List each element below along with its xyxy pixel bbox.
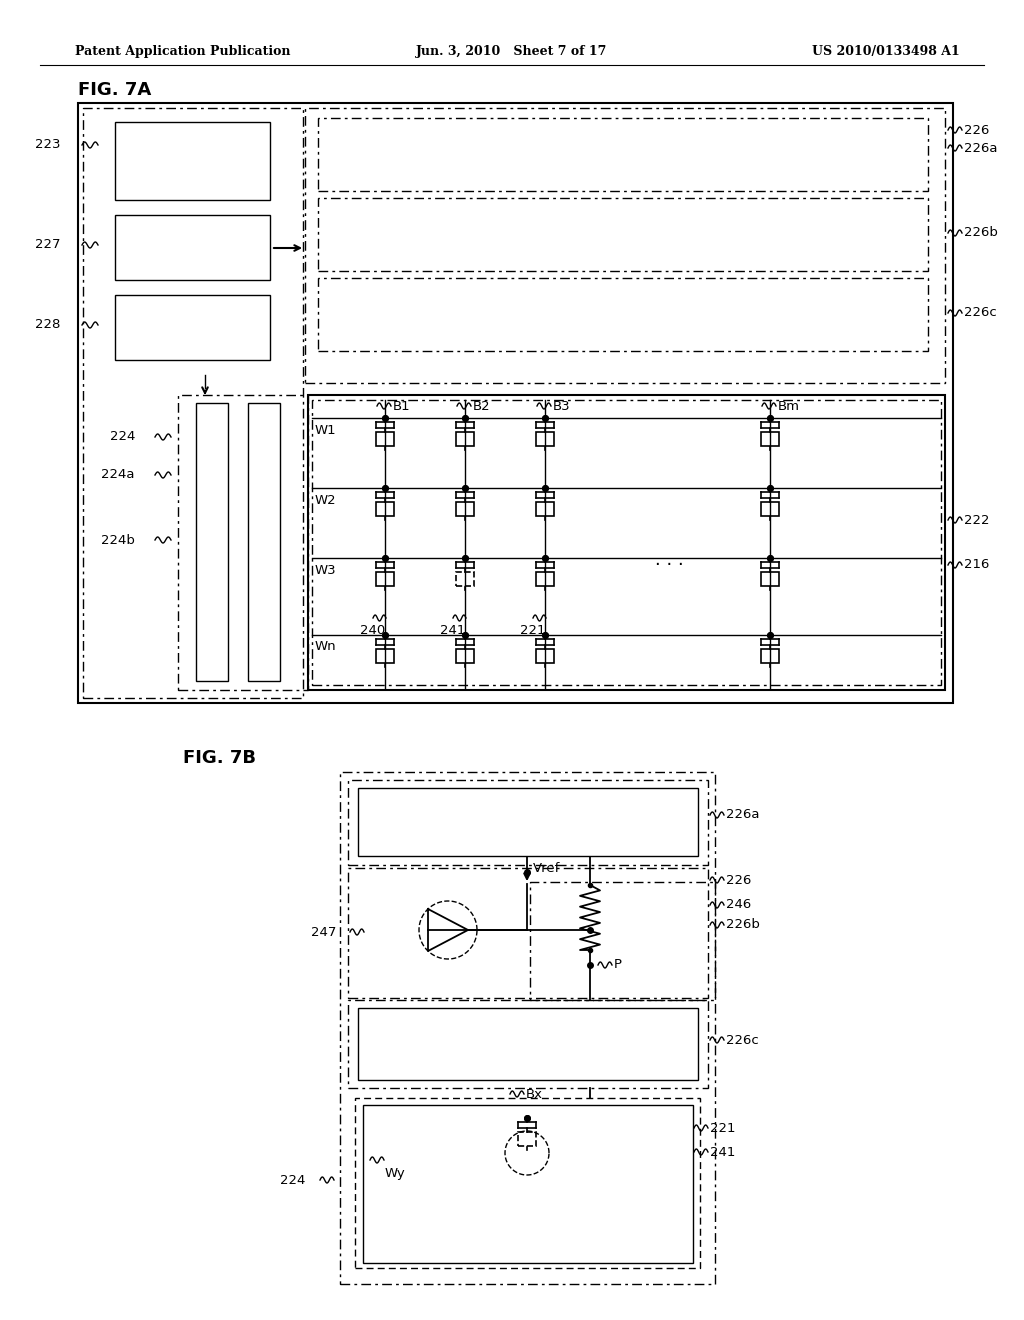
- Bar: [358, 1008, 698, 1080]
- Bar: [376, 649, 394, 663]
- Text: 224b: 224b: [101, 533, 135, 546]
- Text: 226: 226: [964, 124, 989, 136]
- Bar: [318, 279, 928, 351]
- Text: FIG. 7B: FIG. 7B: [183, 748, 256, 767]
- Text: Wn: Wn: [315, 640, 337, 653]
- Bar: [456, 572, 474, 586]
- Bar: [376, 572, 394, 586]
- Text: 240: 240: [360, 623, 385, 636]
- Bar: [318, 117, 928, 191]
- Bar: [248, 403, 280, 681]
- Text: Wy: Wy: [385, 1167, 406, 1180]
- Text: 226c: 226c: [726, 1034, 759, 1047]
- Bar: [761, 432, 779, 446]
- Text: 226a: 226a: [726, 808, 760, 821]
- Text: 221: 221: [520, 623, 546, 636]
- Bar: [536, 649, 554, 663]
- Text: 227: 227: [35, 239, 60, 252]
- Text: 226: 226: [726, 874, 752, 887]
- Bar: [536, 502, 554, 516]
- Text: 223: 223: [35, 139, 60, 152]
- Text: Bx: Bx: [526, 1088, 543, 1101]
- Text: 226b: 226b: [726, 919, 760, 932]
- Text: B2: B2: [473, 400, 490, 412]
- Text: 224a: 224a: [101, 469, 135, 482]
- Bar: [456, 502, 474, 516]
- Text: . . .: . . .: [655, 550, 684, 569]
- Bar: [340, 772, 715, 1284]
- Text: 241: 241: [440, 623, 465, 636]
- Text: US 2010/0133498 A1: US 2010/0133498 A1: [812, 45, 961, 58]
- Text: 221: 221: [710, 1122, 735, 1134]
- Bar: [358, 788, 698, 855]
- Bar: [348, 1001, 708, 1088]
- Bar: [518, 1133, 536, 1146]
- Text: B3: B3: [553, 400, 570, 412]
- Bar: [456, 649, 474, 663]
- Bar: [115, 121, 270, 201]
- Text: P: P: [614, 958, 622, 972]
- Text: Jun. 3, 2010   Sheet 7 of 17: Jun. 3, 2010 Sheet 7 of 17: [417, 45, 607, 58]
- Bar: [536, 432, 554, 446]
- Text: 247: 247: [310, 925, 336, 939]
- Bar: [318, 198, 928, 271]
- Text: 241: 241: [710, 1146, 735, 1159]
- Text: W3: W3: [315, 564, 337, 577]
- Bar: [355, 1098, 700, 1269]
- Text: 216: 216: [964, 558, 989, 572]
- Text: 246: 246: [726, 899, 752, 912]
- Bar: [115, 294, 270, 360]
- Text: Patent Application Publication: Patent Application Publication: [75, 45, 291, 58]
- Bar: [348, 780, 708, 865]
- Bar: [761, 649, 779, 663]
- Bar: [456, 432, 474, 446]
- Text: Bm: Bm: [778, 400, 800, 412]
- Bar: [761, 572, 779, 586]
- Bar: [115, 215, 270, 280]
- Bar: [376, 502, 394, 516]
- Bar: [305, 108, 945, 383]
- Text: W2: W2: [315, 494, 337, 507]
- Bar: [308, 395, 945, 690]
- Bar: [78, 103, 953, 704]
- Text: 228: 228: [35, 318, 60, 331]
- Bar: [536, 572, 554, 586]
- Bar: [348, 869, 708, 998]
- Text: 226a: 226a: [964, 141, 997, 154]
- Bar: [761, 502, 779, 516]
- Text: B1: B1: [393, 400, 411, 412]
- Bar: [196, 403, 228, 681]
- Bar: [312, 400, 941, 685]
- Text: 224: 224: [280, 1173, 305, 1187]
- Bar: [362, 1105, 693, 1263]
- Text: Vref: Vref: [534, 862, 560, 875]
- Text: 222: 222: [964, 513, 989, 527]
- Text: 224: 224: [110, 430, 135, 444]
- Text: FIG. 7A: FIG. 7A: [78, 81, 152, 99]
- Bar: [376, 432, 394, 446]
- Text: W1: W1: [315, 424, 337, 437]
- Bar: [530, 882, 715, 1001]
- Bar: [83, 108, 303, 698]
- Text: 226c: 226c: [964, 306, 996, 319]
- Text: 226b: 226b: [964, 227, 997, 239]
- Bar: [178, 395, 308, 690]
